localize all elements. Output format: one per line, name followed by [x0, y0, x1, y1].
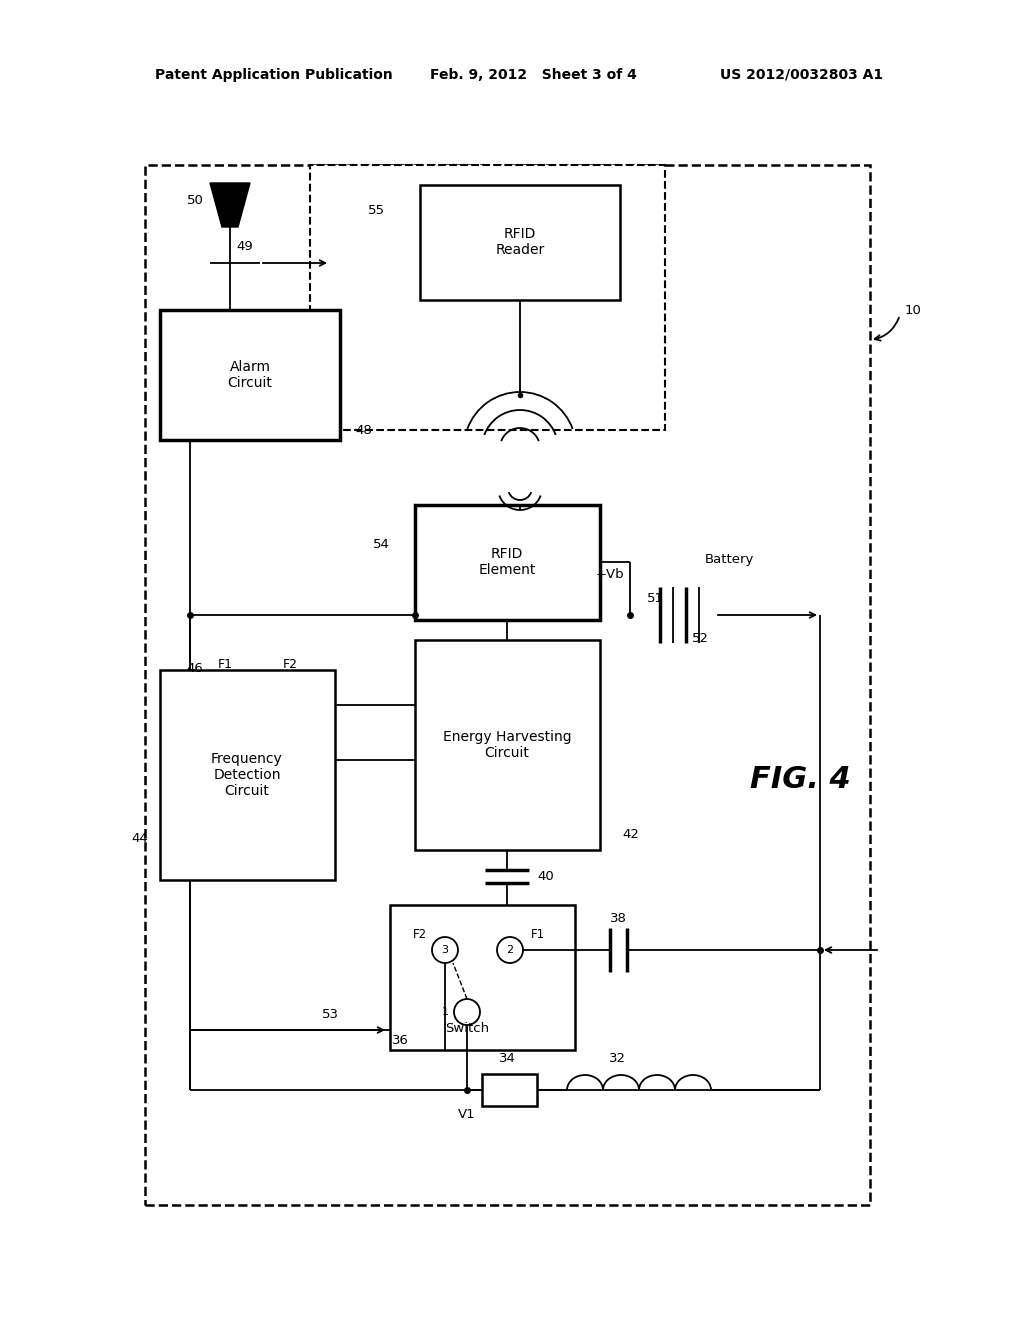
Text: F2: F2: [413, 928, 427, 941]
Text: Switch: Switch: [445, 1022, 489, 1035]
Text: 3: 3: [441, 945, 449, 954]
Bar: [145, 165, 870, 1205]
Text: 50: 50: [186, 194, 204, 206]
Text: 46: 46: [186, 661, 204, 675]
Text: 48: 48: [355, 424, 372, 437]
Bar: [160, 671, 335, 880]
Text: Patent Application Publication: Patent Application Publication: [155, 69, 393, 82]
Text: 53: 53: [322, 1008, 339, 1022]
Text: Battery: Battery: [705, 553, 755, 566]
Text: 32: 32: [608, 1052, 626, 1064]
Text: Feb. 9, 2012   Sheet 3 of 4: Feb. 9, 2012 Sheet 3 of 4: [430, 69, 637, 82]
Bar: [390, 906, 575, 1049]
Text: 54: 54: [373, 539, 390, 552]
Polygon shape: [210, 183, 250, 227]
Text: 55: 55: [368, 203, 385, 216]
Text: 2: 2: [507, 945, 514, 954]
Text: RFID
Reader: RFID Reader: [496, 227, 545, 257]
Text: F2: F2: [283, 659, 298, 672]
Bar: [160, 310, 340, 440]
Text: 36: 36: [391, 1034, 409, 1047]
Bar: [415, 640, 600, 850]
Text: 10: 10: [905, 304, 922, 317]
Text: Energy Harvesting
Circuit: Energy Harvesting Circuit: [442, 730, 571, 760]
Text: V1: V1: [458, 1109, 476, 1122]
Text: 52: 52: [691, 631, 709, 644]
Bar: [310, 165, 665, 430]
Text: Alarm
Circuit: Alarm Circuit: [227, 360, 272, 391]
Text: 51: 51: [646, 591, 664, 605]
Text: 1: 1: [441, 1007, 449, 1016]
Bar: [415, 506, 600, 620]
Bar: [420, 185, 620, 300]
Text: 44: 44: [131, 832, 148, 845]
Bar: [482, 1074, 537, 1106]
Text: 42: 42: [622, 829, 639, 842]
Text: US 2012/0032803 A1: US 2012/0032803 A1: [720, 69, 883, 82]
Text: +Vb: +Vb: [596, 569, 625, 582]
Text: Frequency
Detection
Circuit: Frequency Detection Circuit: [211, 752, 283, 799]
Text: 38: 38: [609, 912, 627, 924]
Text: 40: 40: [537, 870, 554, 883]
Text: 49: 49: [237, 240, 253, 253]
Text: F1: F1: [530, 928, 545, 941]
Text: F1: F1: [217, 659, 232, 672]
Text: 34: 34: [499, 1052, 515, 1064]
Text: FIG. 4: FIG. 4: [750, 766, 850, 795]
Text: RFID
Element: RFID Element: [478, 546, 536, 577]
